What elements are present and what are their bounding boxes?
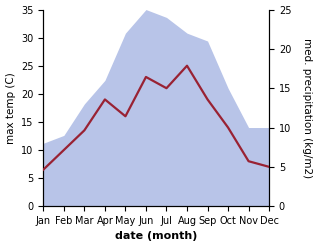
X-axis label: date (month): date (month) <box>115 231 197 242</box>
Y-axis label: med. precipitation (kg/m2): med. precipitation (kg/m2) <box>302 38 313 178</box>
Y-axis label: max temp (C): max temp (C) <box>5 72 16 144</box>
